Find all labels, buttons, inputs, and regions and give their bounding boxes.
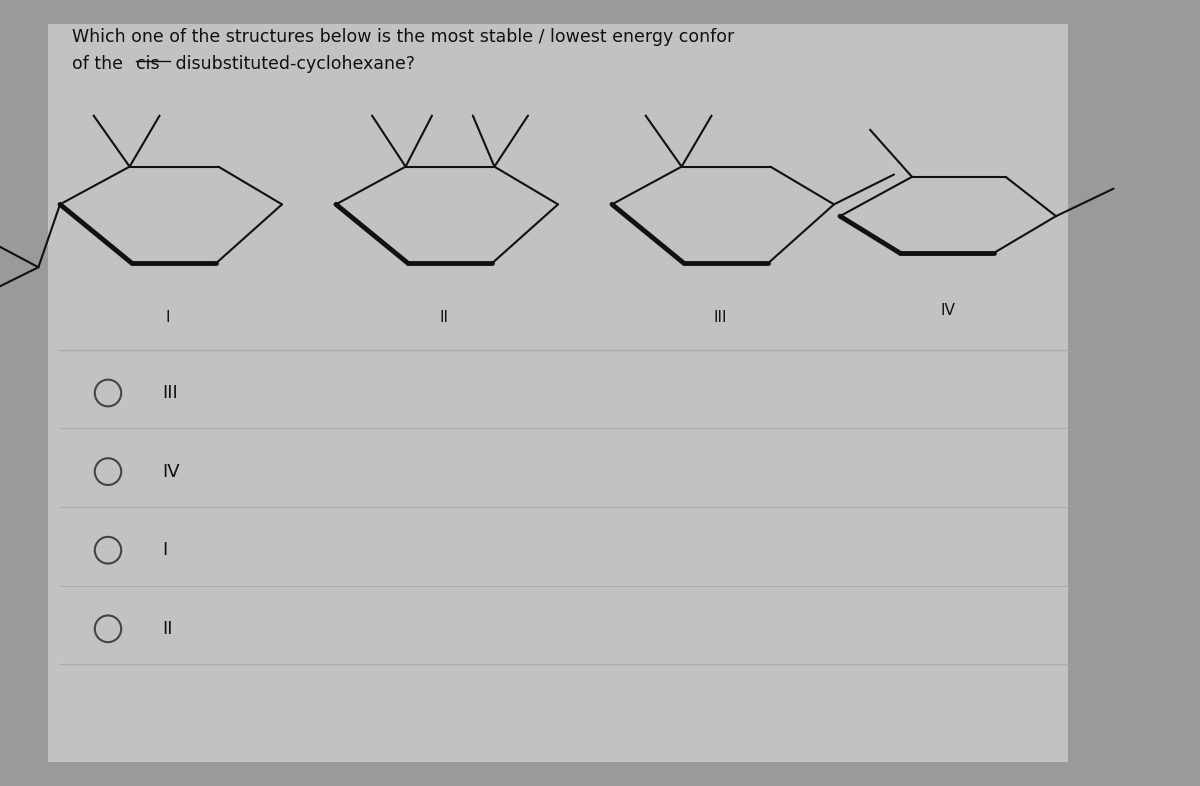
Text: II: II [439,310,449,325]
Text: disubstituted-cyclohexane?: disubstituted-cyclohexane? [170,55,415,73]
Text: III: III [713,310,727,325]
Text: of the: of the [72,55,128,73]
Text: II: II [162,620,173,637]
Text: cis: cis [136,55,160,73]
Text: I: I [162,542,167,559]
Text: Which one of the structures below is the most stable / lowest energy confor: Which one of the structures below is the… [72,28,734,46]
Bar [48,24,1068,762]
Text: III: III [162,384,178,402]
Text: I: I [166,310,170,325]
Text: IV: IV [941,303,955,318]
Text: IV: IV [162,463,180,480]
